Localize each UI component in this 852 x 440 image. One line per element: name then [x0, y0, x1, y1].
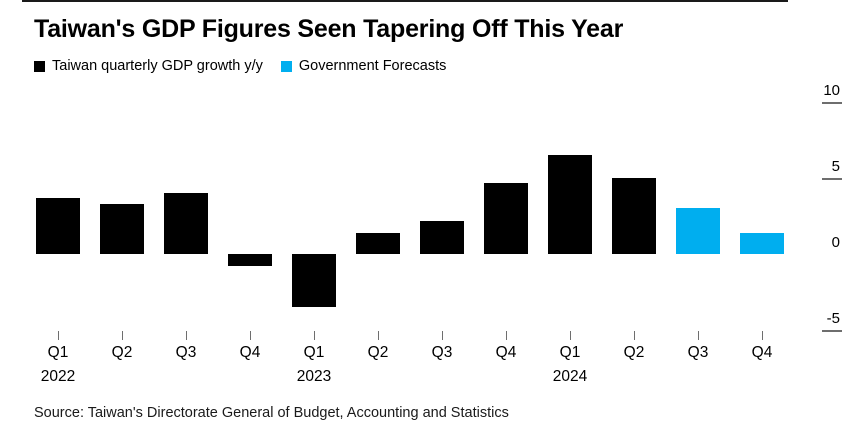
bar-q3-2024: [676, 208, 720, 254]
y-axis-rule: [822, 330, 842, 332]
chart-legend: Taiwan quarterly GDP growth y/y Governme…: [34, 56, 464, 76]
bar-q1-2022: [36, 197, 80, 254]
legend-item-forecast: Government Forecasts: [280, 56, 447, 76]
y-axis-label: -5: [826, 310, 840, 327]
x-axis-tick: [506, 331, 507, 340]
x-axis-label: Q2: [623, 344, 645, 361]
x-axis-tick: [570, 331, 571, 340]
source-note: Source: Taiwan's Directorate General of …: [34, 405, 509, 421]
y-axis-rule: [822, 102, 842, 104]
x-axis-year-label: 2023: [296, 368, 332, 385]
x-axis-label: Q2: [367, 344, 389, 361]
x-axis-label: Q3: [687, 344, 709, 361]
x-axis-tick: [58, 331, 59, 340]
y-axis-tick-10: 10: [772, 82, 842, 104]
y-axis-tick-neg5: -5: [772, 310, 842, 332]
y-axis-rule: [822, 178, 842, 180]
legend-swatch-actual: [34, 60, 45, 72]
x-axis-tick: [314, 331, 315, 340]
x-axis-label: Q4: [751, 344, 773, 361]
x-axis-label: Q1: [303, 344, 325, 361]
bar-q4-2024: [740, 232, 784, 254]
x-axis-year-label: 2024: [552, 368, 588, 385]
x-axis-tick: [186, 331, 187, 340]
bar-q4-2022: [228, 254, 272, 267]
x-axis-tick: [762, 331, 763, 340]
y-axis-tick-0: 0: [772, 234, 842, 251]
x-axis-year-label: 2022: [40, 368, 76, 385]
x-axis-label: Q2: [111, 344, 133, 361]
x-axis-tick: [250, 331, 251, 340]
footer-divider: [34, 392, 818, 393]
x-axis-tick: [378, 331, 379, 340]
bar-q2-2022: [100, 203, 144, 254]
y-axis-label: 5: [831, 158, 840, 175]
bar-q1-2024: [548, 155, 592, 254]
bar-q1-2023: [292, 254, 336, 308]
bar-q2-2023: [356, 232, 400, 254]
y-axis-label: 0: [831, 234, 840, 251]
x-axis-label: Q3: [431, 344, 453, 361]
legend-swatch-forecast: [280, 60, 292, 72]
legend-label-actual: Taiwan quarterly GDP growth y/y: [52, 58, 263, 74]
bar-q3-2022: [164, 193, 208, 254]
x-axis-tick: [698, 331, 699, 340]
x-axis-label: Q1: [47, 344, 69, 361]
legend-item-actual: Taiwan quarterly GDP growth y/y: [34, 56, 263, 76]
x-axis-tick: [442, 331, 443, 340]
bar-q4-2023: [484, 182, 528, 254]
zero-axis-line: [22, 0, 788, 2]
x-axis-tick: [122, 331, 123, 340]
y-axis-label: 10: [823, 82, 840, 99]
x-axis-label: Q3: [175, 344, 197, 361]
x-axis-tick: [634, 331, 635, 340]
page-title: Taiwan's GDP Figures Seen Tapering Off T…: [34, 15, 624, 43]
y-axis-tick-5: 5: [772, 158, 842, 180]
bar-q2-2024: [612, 178, 656, 254]
legend-label-forecast: Government Forecasts: [298, 58, 447, 74]
x-axis-label: Q1: [559, 344, 581, 361]
bar-q3-2023: [420, 220, 464, 254]
x-axis-label: Q4: [239, 344, 261, 361]
x-axis-label: Q4: [495, 344, 517, 361]
